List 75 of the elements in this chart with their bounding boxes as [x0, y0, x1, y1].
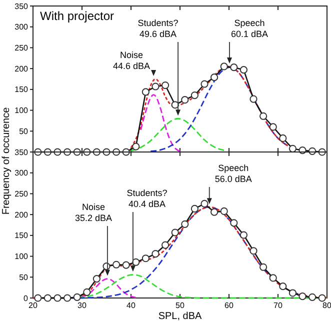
y-tick-label: 100: [14, 252, 29, 262]
point: [288, 289, 296, 297]
point: [92, 275, 100, 283]
y-tick-label: 250: [14, 44, 29, 53]
point: [54, 294, 62, 302]
x-tick-label: 80: [322, 301, 331, 310]
point: [269, 123, 277, 131]
y-axis-title: Frequency of occurence: [1, 106, 12, 215]
x-tick-label: 60: [224, 301, 234, 310]
x-tick-label: 40: [126, 301, 136, 310]
point: [279, 282, 287, 290]
point: [142, 254, 150, 262]
point: [181, 96, 189, 104]
point: [250, 247, 258, 255]
y-tick-label: 0: [24, 294, 29, 303]
point: [298, 292, 306, 300]
point: [34, 294, 42, 302]
point: [142, 88, 150, 96]
annotation: Students? 49.6 dBA: [138, 18, 178, 39]
line-series: [140, 94, 181, 152]
y-tick-label: 350: [14, 2, 29, 11]
point: [210, 208, 218, 216]
annotation: Noise 44.6 dBA: [113, 50, 150, 71]
annotation: Speech 56.0 dBA: [214, 163, 252, 184]
y-tick-label: 150: [14, 85, 29, 94]
y-tick-label: 50: [19, 126, 29, 136]
point: [152, 250, 160, 258]
point: [112, 260, 120, 268]
point: [269, 274, 277, 282]
y-tick-label: 100: [14, 106, 29, 116]
point: [162, 241, 170, 249]
point: [83, 288, 91, 296]
y-tick-label: 300: [14, 22, 29, 32]
y-tick-label: 300: [14, 168, 29, 178]
point: [181, 220, 189, 228]
point: [279, 134, 287, 142]
point: [44, 294, 52, 302]
y-tick-label: 200: [14, 64, 29, 74]
point: [64, 294, 72, 302]
point: [190, 204, 198, 213]
y-tick-label: 250: [14, 190, 29, 199]
point: [200, 200, 208, 208]
chart-title: With projector: [40, 9, 114, 23]
point: [308, 293, 316, 301]
point: [162, 81, 170, 90]
point: [318, 294, 326, 302]
point: [260, 112, 268, 120]
y-tick-label: 200: [14, 210, 29, 220]
y-tick-label: 50: [19, 272, 29, 282]
point: [122, 261, 130, 269]
point: [260, 263, 268, 271]
annotation: Noise 35.2 dBA: [74, 202, 112, 223]
point: [200, 80, 208, 88]
x-tick-label: 50: [176, 301, 185, 310]
y-tick-label: 350: [14, 148, 29, 157]
point: [171, 228, 179, 236]
point: [230, 64, 238, 72]
point: [230, 219, 238, 227]
x-axis-title: SPL, dBA: [158, 311, 202, 322]
point: [152, 82, 160, 90]
annotation: Students? 40.4 dBA: [126, 188, 168, 209]
x-tick-label: 70: [274, 301, 283, 310]
point: [220, 62, 228, 70]
x-tick-label: 20: [28, 301, 38, 310]
point: [220, 207, 228, 216]
point: [240, 231, 248, 239]
annotation: Speech 60.1 dBA: [230, 18, 268, 39]
point: [250, 95, 258, 103]
point: [288, 144, 296, 152]
point: [73, 293, 81, 301]
point: [190, 91, 198, 100]
y-tick-label: 150: [14, 231, 29, 240]
x-tick-label: 30: [78, 301, 87, 310]
point: [240, 66, 248, 74]
point: [210, 74, 218, 82]
